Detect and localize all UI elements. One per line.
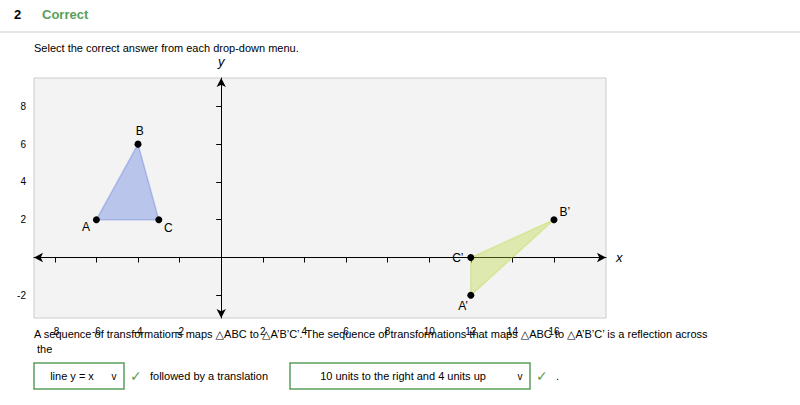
svg-text:6: 6 [20,139,26,150]
svg-text:A sequence of transformations: A sequence of transformations maps △ABC … [34,328,708,340]
svg-text:v: v [518,371,523,382]
svg-text:10 units to the right and 4 un: 10 units to the right and 4 units up [320,370,486,382]
svg-text:Correct: Correct [42,7,89,22]
svg-text:C’: C’ [452,251,463,265]
svg-text:✓: ✓ [130,368,142,384]
svg-text:8: 8 [20,101,26,112]
svg-text:B: B [136,124,144,138]
svg-text:C: C [164,221,173,235]
svg-text:v: v [112,371,117,382]
svg-text:2: 2 [20,214,26,225]
svg-text:4: 4 [20,176,26,187]
svg-text:2: 2 [14,7,21,22]
svg-text:Select the correct answer from: Select the correct answer from each drop… [34,42,299,54]
svg-text:A’: A’ [458,299,468,313]
svg-text:A: A [82,220,90,234]
svg-text:the: the [34,343,52,355]
svg-text:B’: B’ [559,205,570,219]
svg-text:followed by a translation: followed by a translation [150,370,268,382]
svg-text:-2: -2 [17,290,26,301]
svg-text:.: . [556,370,559,382]
svg-text:line y = x: line y = x [50,370,94,382]
svg-text:✓: ✓ [536,368,548,384]
svg-text:y: y [217,54,226,69]
svg-text:x: x [615,250,623,265]
